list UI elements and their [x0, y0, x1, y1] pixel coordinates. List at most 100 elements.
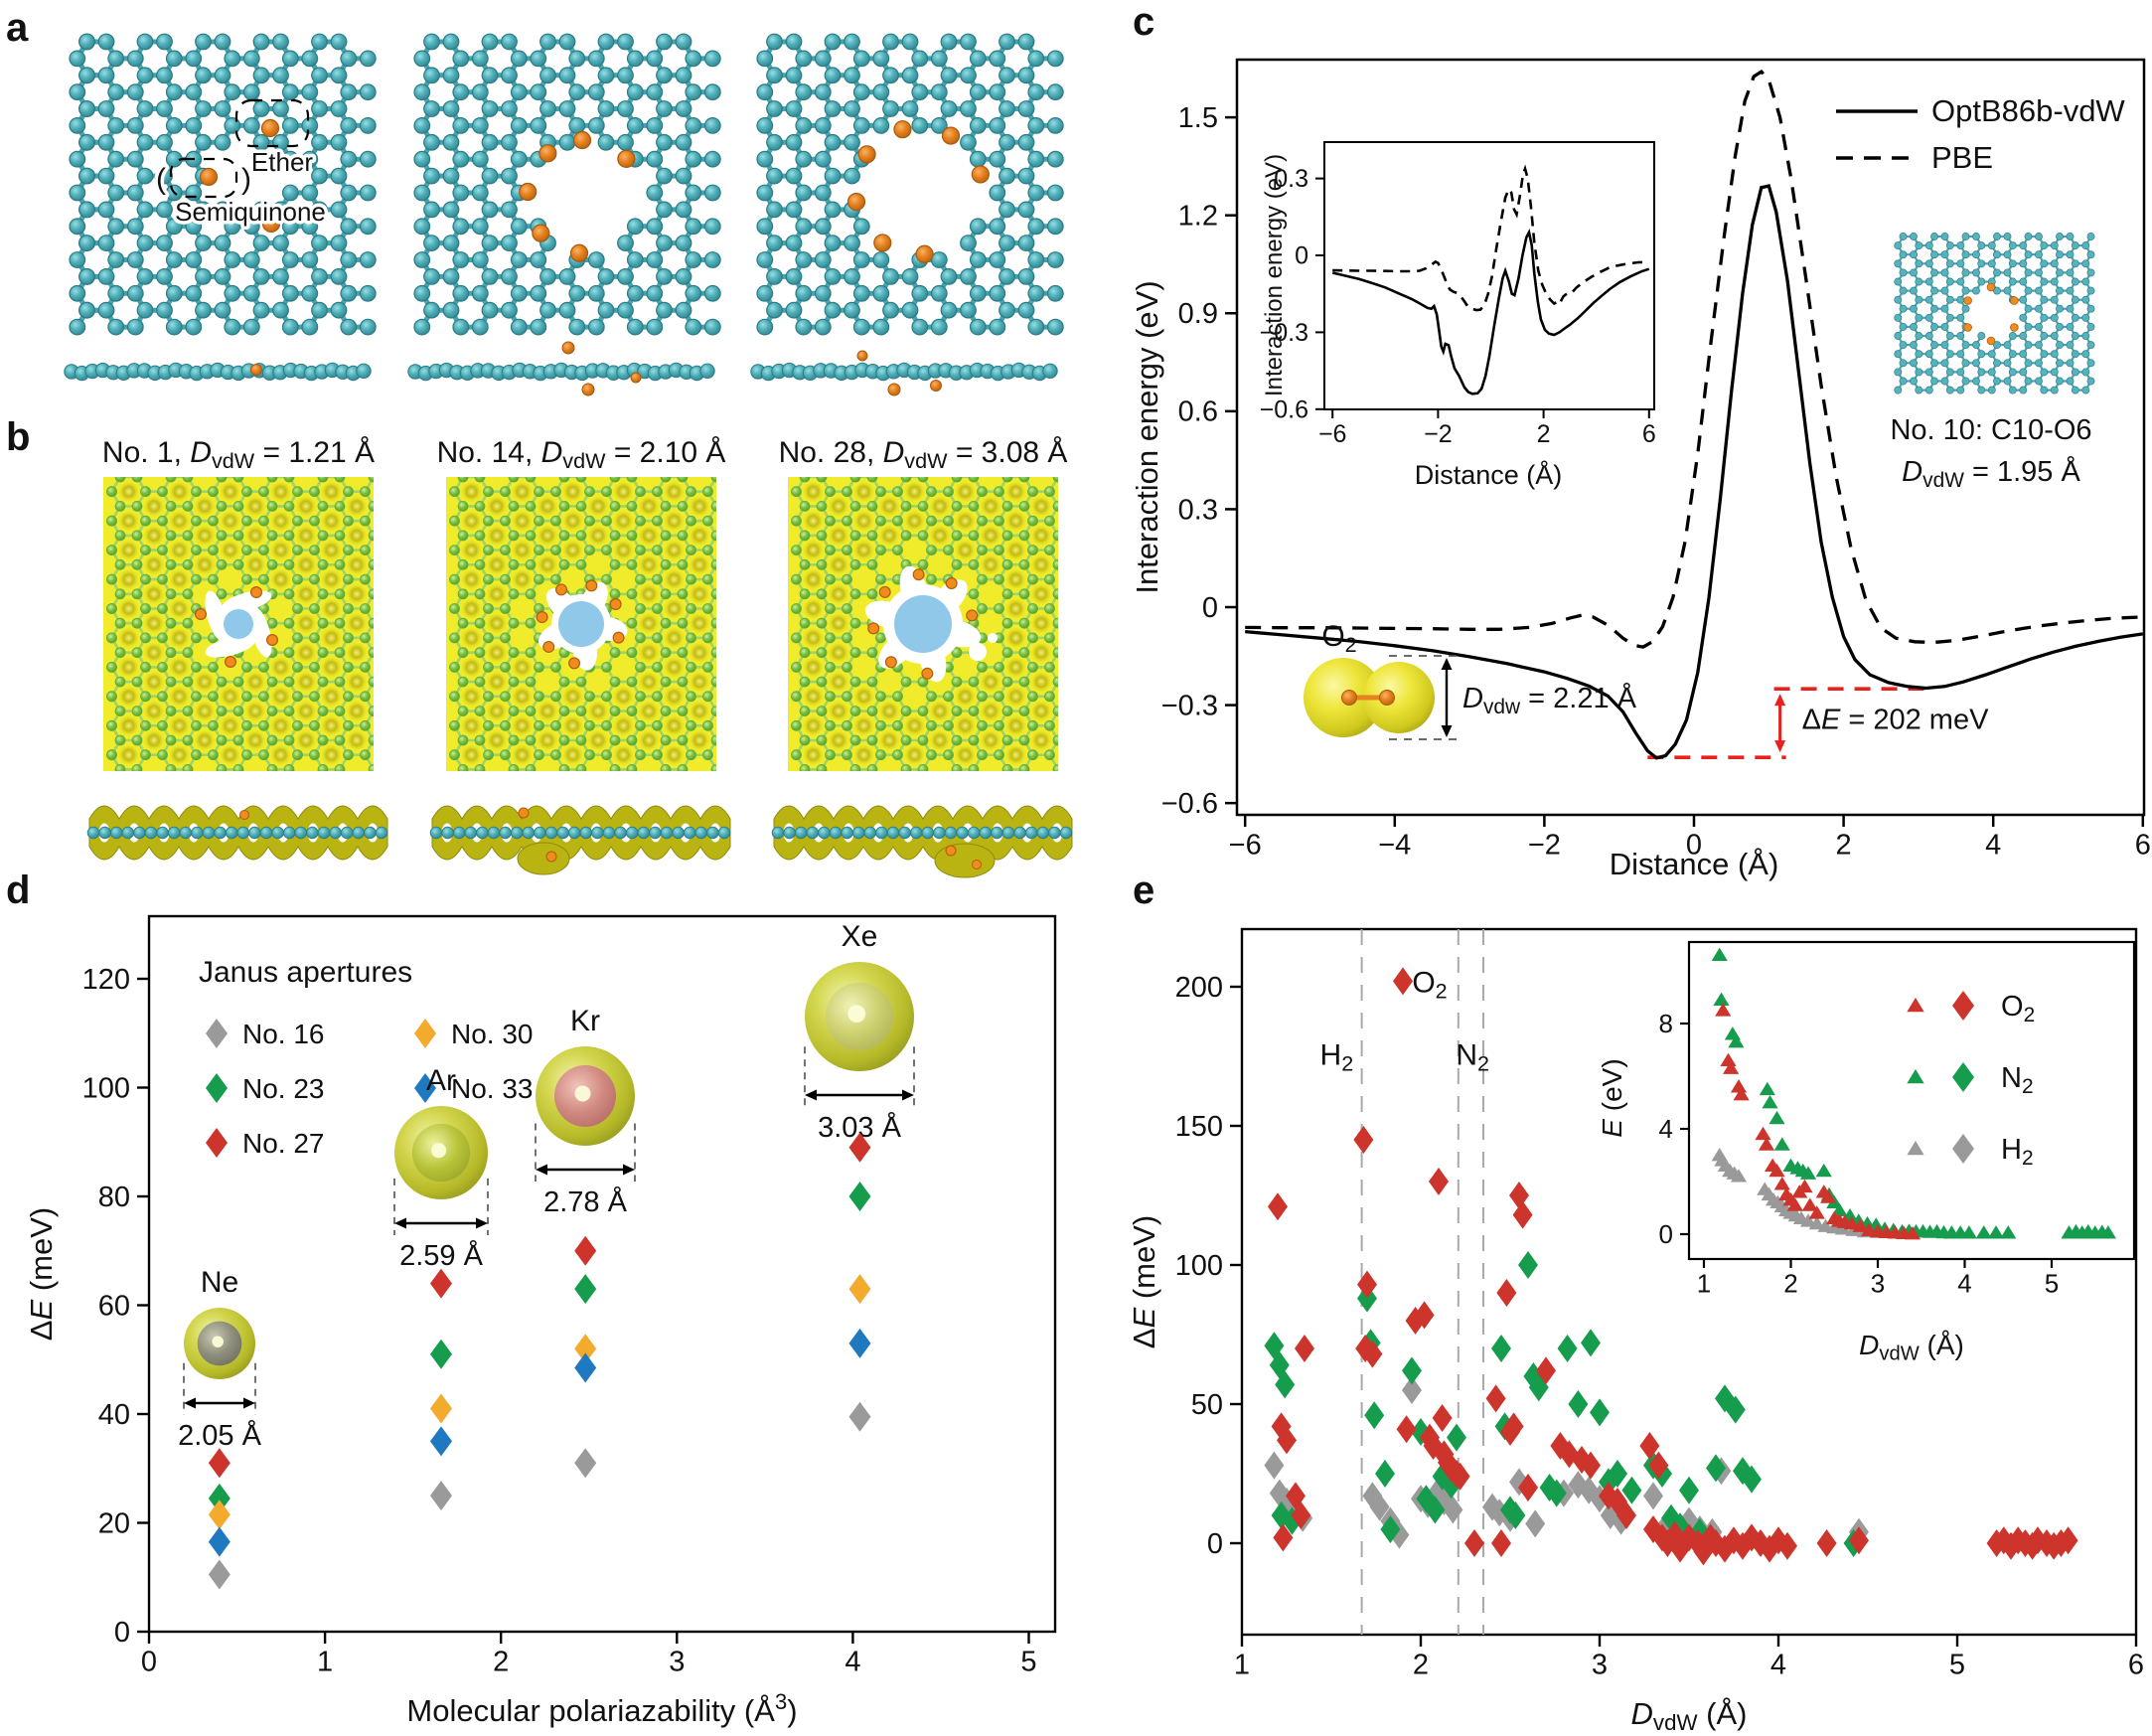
svg-text:0: 0 [114, 1617, 130, 1649]
ether-dashed-box [234, 98, 310, 148]
svg-text:5: 5 [2045, 1269, 2059, 1299]
svg-text:2: 2 [1537, 420, 1551, 448]
oxygen-atom [971, 165, 990, 184]
svg-text:−0.3: −0.3 [1260, 319, 1308, 347]
graphene-lattice-side-view [64, 362, 372, 382]
c-yaxis-label: Interaction energy (eV) [1130, 280, 1164, 593]
svg-text:1.2: 1.2 [1178, 201, 1218, 233]
svg-text:2: 2 [1836, 830, 1852, 862]
oxygen-atom [199, 167, 219, 187]
o2-label: O2 [1321, 620, 1356, 657]
graphene-lattice-top-view [69, 33, 377, 336]
panel-c-interaction-energy-chart: −6 −4 −2 0 2 4 6 −0.6 −0.3 0 0.3 0.6 0.9 1.2 1.5 ΔE = 2… [1130, 58, 2151, 881]
atom-size-label: 2.78 Å [543, 1185, 627, 1218]
d-legend: Janus apertures No. 16 No. 30 No. 23 No. 33 N… [199, 956, 534, 1159]
e-inset-plot: 1 2 3 4 5 0 4 8 [1659, 940, 2136, 1299]
d-legend-label: No. 30 [451, 1019, 534, 1049]
svg-text:−2: −2 [1528, 830, 1561, 862]
svg-text:4: 4 [1985, 830, 2001, 862]
svg-text:0.9: 0.9 [1178, 298, 1218, 330]
svg-text:6: 6 [2128, 1650, 2144, 1681]
o2-molecule-illustration: O2 Dvdw = 2.21 Å [1304, 620, 1637, 740]
svg-text:0: 0 [1659, 1219, 1673, 1249]
c-xaxis-label: Distance (Å) [1610, 847, 1779, 881]
e-yaxis-label: ΔE (meV) [1128, 1215, 1161, 1348]
svg-text:5: 5 [1949, 1650, 1965, 1681]
svg-text:100: 100 [1175, 1250, 1223, 1282]
pore-region [536, 579, 628, 671]
oxygen-atom [532, 224, 550, 242]
atom-element-label: Ne [201, 1266, 238, 1299]
svg-text:−0.3: −0.3 [1161, 690, 1218, 721]
svg-text:120: 120 [82, 964, 130, 996]
svg-text:0.3: 0.3 [1274, 165, 1308, 193]
svg-text:3: 3 [669, 1647, 685, 1678]
atom-element-label: Ar [426, 1064, 456, 1097]
semiquinone-dashed-box [169, 157, 238, 199]
panel-a-graphene-structures: Ether ()Semiquinone [64, 33, 1064, 396]
c-aperture-caption: No. 10: C10-O6 [1890, 414, 2091, 446]
paren-close: ) [241, 163, 251, 196]
e-scatter-points [1264, 967, 2078, 1566]
svg-text:−2: −2 [1424, 420, 1453, 448]
d-yaxis-label: ΔE (meV) [24, 1207, 59, 1341]
svg-text:0: 0 [1686, 830, 1702, 862]
c-legend: OptB86b-vdW PBE [1836, 93, 2125, 175]
d-legend-label: No. 23 [242, 1073, 325, 1104]
d-scatter-points [208, 1132, 871, 1590]
noble-gas-atom-ar: Ar 2.59 Å [393, 1064, 489, 1272]
oxygen-atom [260, 118, 280, 138]
svg-text:60: 60 [98, 1290, 130, 1322]
c-inset-plot: −6 −2 2 6 0.3 0 −0.3 −0.6 [1260, 141, 1656, 448]
density-map-side-view [86, 805, 388, 861]
e-inset-yaxis-label: E (eV) [1597, 1058, 1627, 1137]
density-map-title: No. 14, DvdW = 2.10 Å [437, 436, 726, 473]
oxygen-atom [572, 130, 592, 150]
c-inset-xaxis-label: Distance (Å) [1415, 459, 1563, 490]
e-gas-label: O2 [1412, 967, 1447, 1004]
delta-e-annotation: ΔE = 202 meV [1802, 704, 1989, 735]
c-aperture-structure [1894, 233, 2095, 395]
svg-text:0: 0 [1295, 242, 1308, 270]
density-map-side-view [771, 805, 1073, 878]
svg-text:20: 20 [98, 1507, 130, 1539]
svg-text:1.5: 1.5 [1178, 102, 1218, 134]
atom-element-label: Xe [842, 920, 878, 953]
svg-text:0: 0 [141, 1647, 157, 1678]
svg-text:150: 150 [1175, 1111, 1223, 1143]
svg-text:50: 50 [1191, 1389, 1223, 1421]
panel-letter-b: b [6, 415, 31, 459]
graphene-lattice-side-view [750, 350, 1058, 396]
svg-text:1: 1 [1234, 1650, 1250, 1681]
o2-dvdw-label: Dvdw = 2.21 Å [1462, 682, 1637, 718]
svg-text:1: 1 [317, 1647, 333, 1678]
atom-element-label: Kr [570, 1005, 600, 1037]
svg-text:4: 4 [1659, 1114, 1673, 1144]
noble-gas-atom-xe: Xe3.03 Å [804, 920, 915, 1144]
svg-text:0.6: 0.6 [1178, 396, 1218, 428]
d-xaxis-label: Molecular polariazability (Å3) [406, 1689, 797, 1728]
svg-text:0: 0 [1207, 1528, 1223, 1560]
d-legend-title: Janus apertures [199, 956, 412, 989]
panel-a-annotations: Ether ()Semiquinone [153, 98, 329, 231]
svg-text:8: 8 [1659, 1009, 1673, 1038]
svg-text:−0.6: −0.6 [1161, 788, 1218, 820]
svg-text:−0.6: −0.6 [1260, 395, 1308, 423]
pore-region [195, 585, 279, 668]
c-main-plot: −6 −4 −2 0 2 4 6 −0.6 −0.3 0 0.3 0.6 0.9 1.2 1.5 ΔE = 2… [1161, 58, 2151, 862]
noble-gas-atom-kr: Kr 2.78 Å [535, 1005, 636, 1218]
svg-text:5: 5 [1020, 1647, 1036, 1678]
svg-text:200: 200 [1175, 972, 1223, 1004]
noble-gas-atom-ne: Ne 2.05 Å [178, 1266, 261, 1452]
c-legend-label: OptB86b-vdW [1931, 93, 2125, 128]
svg-text:2: 2 [1783, 1269, 1797, 1299]
svg-text:0.3: 0.3 [1178, 494, 1218, 526]
c-inset-yaxis-label: Interaction energy (eV) [1261, 154, 1288, 396]
svg-text:−6: −6 [1318, 420, 1347, 448]
d-legend-label: No. 16 [242, 1019, 325, 1049]
svg-text:1: 1 [1697, 1269, 1711, 1299]
e-xaxis-label: DvdW (Å) [1631, 1696, 1748, 1735]
svg-text:4: 4 [845, 1647, 860, 1678]
c-legend-label: PBE [1931, 140, 1993, 175]
